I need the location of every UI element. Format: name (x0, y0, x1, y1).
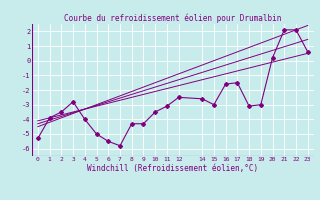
Title: Courbe du refroidissement éolien pour Drumalbin: Courbe du refroidissement éolien pour Dr… (64, 14, 282, 23)
X-axis label: Windchill (Refroidissement éolien,°C): Windchill (Refroidissement éolien,°C) (87, 164, 258, 173)
